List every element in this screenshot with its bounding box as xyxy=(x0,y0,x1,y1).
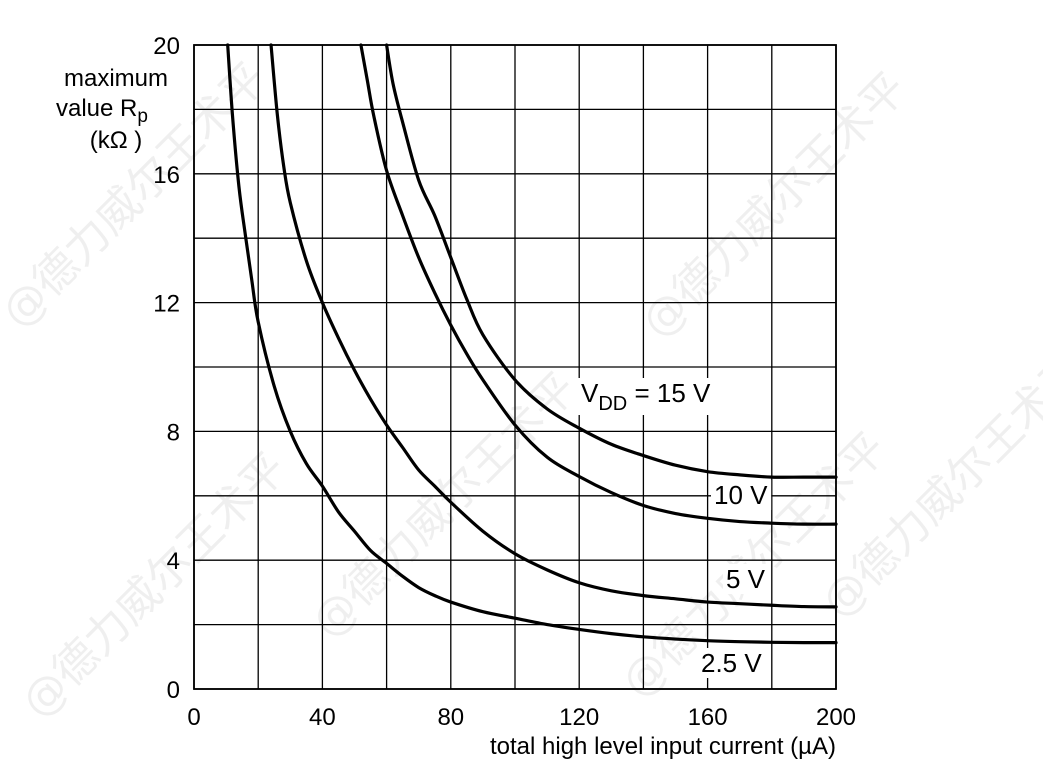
curve-label-background xyxy=(578,378,715,415)
y-axis-title: maximum value Rp (kΩ ) xyxy=(56,65,168,154)
y-axis-title-line1: maximum xyxy=(64,65,168,92)
watermark-text: @德力威尔王术平 xyxy=(12,443,297,728)
plot-frame xyxy=(193,44,837,690)
y-axis-title-line2: value Rp xyxy=(56,95,148,127)
curve-label: 5 V xyxy=(726,564,766,594)
x-tick-label: 120 xyxy=(559,704,599,731)
watermark-layer: @德力威尔王术平@德力威尔王术平@德力威尔王术平@德力威尔王术平 @德力威尔王术平… xyxy=(0,53,1043,728)
curve-15-v xyxy=(385,43,838,479)
y-tick-label: 8 xyxy=(167,419,180,446)
x-tick-label: 160 xyxy=(688,704,728,731)
curve-label-background xyxy=(723,564,769,594)
curve-labels: 2.5 V 5 V 10 V VDD = 15 V xyxy=(578,378,772,678)
curves xyxy=(226,43,838,645)
y-tick-label: 20 xyxy=(153,33,180,60)
x-tick-label: 200 xyxy=(816,704,856,731)
x-axis-ticks: 0 40 80 120 160 200 xyxy=(187,704,856,731)
curve-label: 2.5 V xyxy=(701,648,762,678)
curve-label-background xyxy=(698,648,766,678)
y-tick-label: 16 xyxy=(153,162,180,189)
watermark-text: @德力威尔王术平 xyxy=(632,63,917,348)
x-tick-label: 40 xyxy=(309,704,336,731)
x-tick-label: 80 xyxy=(437,704,464,731)
curve-10-v xyxy=(359,43,838,526)
curve-label-background xyxy=(711,480,772,510)
x-tick-label: 0 xyxy=(187,704,200,731)
curve-label: 10 V xyxy=(714,480,768,510)
watermark-text: @德力威尔王术平 xyxy=(0,53,277,338)
curve-2-5-v xyxy=(226,43,838,645)
y-tick-label: 0 xyxy=(167,677,180,704)
curve-label: VDD = 15 V xyxy=(581,378,711,415)
y-axis-title-line3: (kΩ ) xyxy=(90,127,143,154)
y-axis-ticks: 0 4 8 12 16 20 xyxy=(153,33,180,704)
plot-border xyxy=(193,44,837,690)
y-tick-label: 12 xyxy=(153,291,180,318)
curve-5-v xyxy=(269,43,838,609)
x-axis-title: total high level input current (µA) xyxy=(490,733,836,760)
y-tick-label: 4 xyxy=(167,548,180,575)
